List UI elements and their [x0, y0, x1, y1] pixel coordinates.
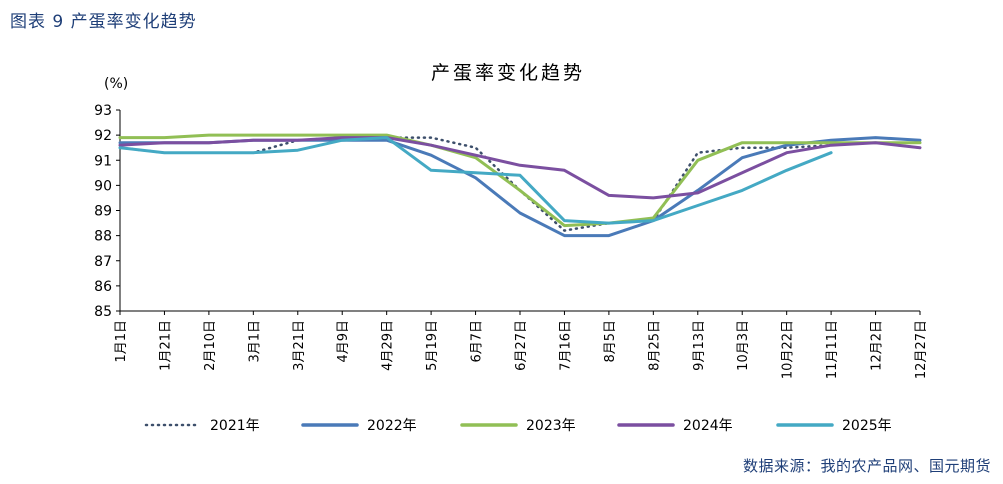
legend-label-2025: 2025年 — [842, 418, 892, 434]
series-line-2024 — [118, 136, 922, 200]
x-tick-label: 4月9日 — [336, 320, 351, 363]
y-axis-unit-label: (%) — [104, 76, 128, 92]
x-tick-label: 3月1日 — [247, 320, 262, 363]
y-tick-label: 88 — [94, 229, 112, 245]
x-tick-label: 10月3日 — [736, 320, 751, 371]
x-tick-label: 1月1日 — [114, 320, 129, 363]
x-tick-label: 12月27日 — [914, 320, 929, 379]
y-tick-label: 91 — [94, 153, 112, 169]
y-tick-label: 92 — [94, 128, 112, 144]
legend-label-2022: 2022年 — [367, 418, 417, 434]
x-tick-label: 3月21日 — [292, 320, 307, 371]
legend-label-2021: 2021年 — [210, 418, 260, 434]
figure-caption: 图表 9 产蛋率变化趋势 — [10, 12, 197, 32]
x-tick-label: 11月11日 — [825, 320, 840, 379]
x-tick-label: 1月21日 — [158, 320, 173, 371]
x-tick-label: 9月13日 — [692, 320, 707, 371]
series-lines — [118, 133, 922, 238]
y-tick-label: 90 — [94, 178, 112, 194]
series-line-2025 — [118, 136, 833, 225]
x-tick-label: 6月27日 — [514, 320, 529, 371]
y-tick-label: 86 — [94, 279, 112, 295]
x-tick-label: 2月10日 — [203, 320, 218, 371]
legend-label-2023: 2023年 — [526, 418, 576, 434]
x-tick-label: 4月29日 — [381, 320, 396, 371]
x-tick-label: 12月2日 — [870, 320, 885, 371]
y-tick-label: 93 — [94, 103, 112, 119]
data-source-note: 数据来源：我的农产品网、国元期货 — [742, 457, 991, 475]
x-tick-label: 8月25日 — [647, 320, 662, 371]
y-tick-label: 85 — [94, 304, 112, 320]
x-tick-label: 8月5日 — [603, 320, 618, 363]
x-axis-ticks: 1月1日 1月21日 2月10日 3月1日 3月21日 4月9日 4月29日 5月19日 6月7… — [114, 311, 929, 379]
legend-label-2024: 2024年 — [683, 418, 733, 434]
x-tick-label: 6月7日 — [470, 320, 485, 363]
y-tick-label: 89 — [94, 204, 112, 220]
y-tick-label: 87 — [94, 254, 112, 270]
series-line-2023 — [118, 133, 922, 228]
chart-title: 产蛋率变化趋势 — [431, 62, 585, 84]
x-tick-label: 7月16日 — [558, 320, 573, 371]
x-tick-label: 5月19日 — [425, 320, 440, 371]
y-axis-ticks: 85 86 87 88 89 90 91 92 93 — [94, 103, 120, 320]
legend: 2021年 2022年 2023年 2024年 2025年 — [144, 418, 892, 434]
x-tick-label: 10月22日 — [781, 320, 796, 379]
